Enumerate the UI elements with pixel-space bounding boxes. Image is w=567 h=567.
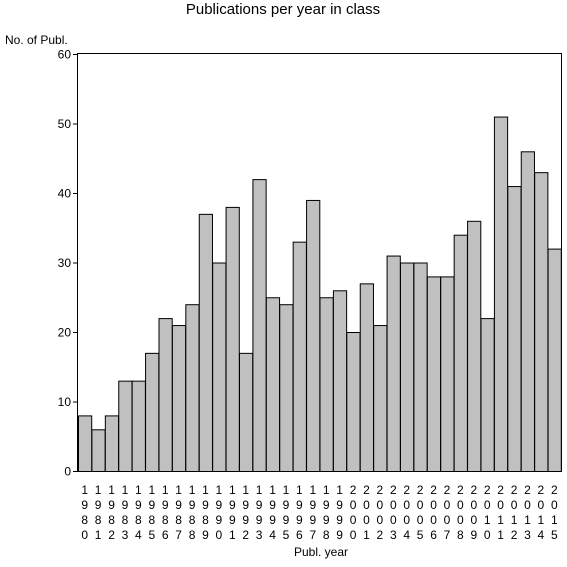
bar-2001 xyxy=(359,283,374,472)
bar-2013 xyxy=(520,151,535,473)
bar-2007 xyxy=(440,276,455,472)
bars-group xyxy=(78,116,562,473)
y-tick-label-20: 20 xyxy=(58,326,72,340)
y-tick-label-60: 60 xyxy=(58,48,72,62)
bar-1992 xyxy=(239,352,254,473)
bar-2005 xyxy=(413,262,428,472)
bar-1981 xyxy=(91,429,106,472)
bar-2015 xyxy=(547,248,562,472)
bar-1990 xyxy=(212,262,227,472)
bar-2003 xyxy=(386,255,401,472)
bar-2009 xyxy=(467,220,482,472)
y-tick-label-30: 30 xyxy=(58,256,72,270)
y-axis-ticks: 0 10 20 30 40 50 60 xyxy=(58,48,78,479)
bar-2006 xyxy=(426,276,442,472)
bar-1987 xyxy=(171,325,187,472)
bar-2008 xyxy=(453,234,468,472)
bar-1988 xyxy=(185,304,200,473)
bar-1995 xyxy=(279,304,294,473)
y-tick-label-10: 10 xyxy=(58,395,72,409)
bar-1989 xyxy=(198,213,213,472)
bar-1984 xyxy=(131,380,146,472)
bar-1985 xyxy=(145,352,160,473)
bar-1982 xyxy=(104,415,120,472)
bar-2002 xyxy=(373,325,388,472)
y-tick-label-40: 40 xyxy=(58,187,72,201)
bar-1998 xyxy=(319,297,334,472)
bar-1991 xyxy=(225,206,240,472)
bar-2012 xyxy=(507,186,522,473)
bar-1996 xyxy=(292,241,307,472)
bar-1999 xyxy=(332,290,348,472)
bar-2004 xyxy=(400,262,415,472)
bar-1986 xyxy=(158,318,173,472)
bar-1983 xyxy=(118,380,133,472)
x-axis-ticks: 1 9 8 0 1 9 8 1 1 9 8 2 1 9 8 3 1 9 8 4 1 9 8 5 1 9 8 6 1 9 8 7 1 9 8 8 1 9 8 9… xyxy=(81,483,558,542)
bar-1994 xyxy=(265,297,281,472)
bar-2011 xyxy=(493,116,509,473)
bar-2000 xyxy=(346,332,361,472)
bar-1993 xyxy=(252,179,267,472)
y-tick-label-50: 50 xyxy=(58,117,72,131)
chart-title: Publications per year in class xyxy=(186,1,380,18)
x-axis-label: Publ. year xyxy=(294,545,348,559)
bar-2014 xyxy=(534,172,549,472)
bar-1980 xyxy=(78,415,93,472)
y-axis-label: No. of Publ. xyxy=(5,33,68,47)
bar-1997 xyxy=(306,199,321,472)
bar-2010 xyxy=(480,318,495,472)
plot-frame xyxy=(77,53,562,472)
y-tick-label-0: 0 xyxy=(64,465,71,479)
